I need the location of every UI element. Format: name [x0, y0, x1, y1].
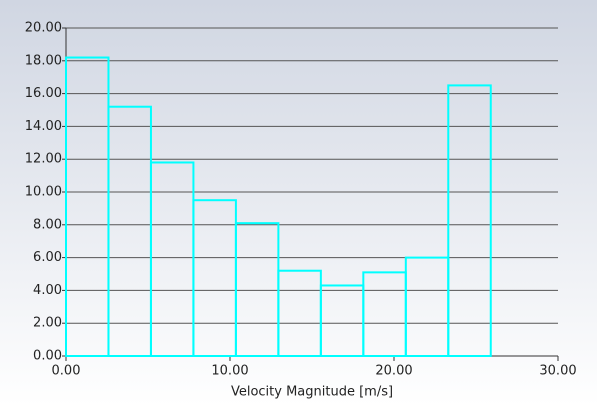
y-tick-label: 10.00	[25, 185, 62, 200]
y-tick-label: 4.00	[33, 283, 62, 298]
x-tick-label: 10.00	[211, 364, 248, 379]
y-tick-label: 8.00	[33, 217, 62, 232]
bar	[107, 105, 152, 357]
y-tick-label: 6.00	[33, 250, 62, 265]
bar	[65, 56, 110, 358]
x-tick-label: 0.00	[52, 364, 81, 379]
bar	[404, 256, 450, 358]
y-tick-label: 2.00	[33, 316, 62, 331]
y-tick-label: 0.00	[33, 349, 62, 364]
y-tick-label: 14.00	[25, 119, 62, 134]
x-axis-label: Velocity Magnitude [m/s]	[231, 385, 393, 400]
x-tick-label: 20.00	[375, 364, 412, 379]
y-tick-label: 16.00	[25, 86, 62, 101]
x-tick-label: 30.00	[539, 364, 576, 379]
y-tick-label: 12.00	[25, 152, 62, 167]
bar	[447, 84, 492, 358]
bar	[319, 284, 365, 358]
y-tick-label: 20.00	[25, 21, 62, 36]
bar	[234, 222, 280, 357]
bar	[192, 199, 237, 357]
y-tick-label: 18.00	[25, 53, 62, 68]
bar	[277, 269, 322, 357]
bar	[362, 271, 407, 357]
